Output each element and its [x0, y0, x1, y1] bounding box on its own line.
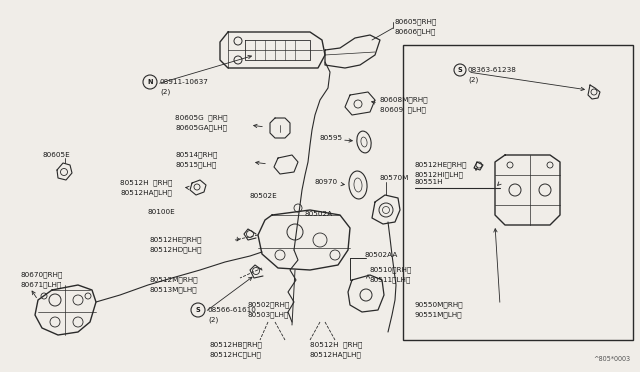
Text: 80970: 80970 [315, 179, 338, 185]
Text: 80605E: 80605E [42, 152, 70, 158]
Text: ^805*0003: ^805*0003 [593, 356, 630, 362]
Text: 80100E: 80100E [148, 209, 176, 215]
Text: 80502E: 80502E [250, 193, 278, 199]
Text: 80512H  〈RH〉: 80512H 〈RH〉 [310, 342, 362, 348]
Text: 80605G  〈RH〉: 80605G 〈RH〉 [175, 115, 227, 121]
Bar [403, 45, 633, 340]
Text: 80551H: 80551H [415, 179, 444, 185]
Text: 08566-61610: 08566-61610 [208, 307, 257, 313]
Text: 08911-10637: 08911-10637 [160, 79, 209, 85]
Text: S: S [458, 67, 462, 73]
Text: 80515〈LH〉: 80515〈LH〉 [175, 162, 216, 168]
Text: 80502AA: 80502AA [365, 252, 398, 258]
Text: 80605GA〈LH〉: 80605GA〈LH〉 [175, 125, 227, 131]
Text: 80606〈LH〉: 80606〈LH〉 [395, 29, 436, 35]
Text: 80512HC〈LH〉: 80512HC〈LH〉 [210, 352, 262, 358]
Text: 80605〈RH〉: 80605〈RH〉 [395, 19, 437, 25]
Text: 80670〈RH〉: 80670〈RH〉 [20, 272, 62, 278]
Text: 90550M〈RH〉: 90550M〈RH〉 [415, 302, 463, 308]
Text: (2): (2) [208, 317, 218, 323]
Text: 80512HE〈RH〉: 80512HE〈RH〉 [415, 162, 467, 168]
Text: 80595: 80595 [320, 135, 343, 141]
Text: 80503〈LH〉: 80503〈LH〉 [248, 312, 289, 318]
Text: 80502〈RH〉: 80502〈RH〉 [248, 302, 291, 308]
Text: (2): (2) [160, 89, 170, 95]
Text: (2): (2) [468, 77, 478, 83]
Text: 80510〈RH〉: 80510〈RH〉 [370, 267, 412, 273]
Text: 08363-61238: 08363-61238 [468, 67, 517, 73]
Text: 80514〈RH〉: 80514〈RH〉 [175, 152, 218, 158]
Text: N: N [147, 79, 153, 85]
Text: 80609  〈LH〉: 80609 〈LH〉 [380, 107, 426, 113]
Text: 80502A: 80502A [305, 211, 333, 217]
Text: 80512HI〈LH〉: 80512HI〈LH〉 [415, 172, 464, 178]
Text: 80512HA〈LH〉: 80512HA〈LH〉 [120, 190, 172, 196]
Text: 80608M〈RH〉: 80608M〈RH〉 [380, 97, 429, 103]
Text: S: S [196, 307, 200, 313]
Text: 90551M〈LH〉: 90551M〈LH〉 [415, 312, 463, 318]
Text: 80512M〈RH〉: 80512M〈RH〉 [150, 277, 198, 283]
Text: 80512HD〈LH〉: 80512HD〈LH〉 [150, 247, 202, 253]
Text: 80671〈LH〉: 80671〈LH〉 [20, 282, 61, 288]
Text: 80511〈LH〉: 80511〈LH〉 [370, 277, 412, 283]
Text: 80570M: 80570M [380, 175, 410, 181]
Text: 80512HA〈LH〉: 80512HA〈LH〉 [310, 352, 362, 358]
Text: 80513M〈LH〉: 80513M〈LH〉 [150, 287, 198, 293]
Text: 80512HB〈RH〉: 80512HB〈RH〉 [210, 342, 263, 348]
Text: 80512H  〈RH〉: 80512H 〈RH〉 [120, 180, 172, 186]
Text: 80512HE〈RH〉: 80512HE〈RH〉 [150, 237, 202, 243]
